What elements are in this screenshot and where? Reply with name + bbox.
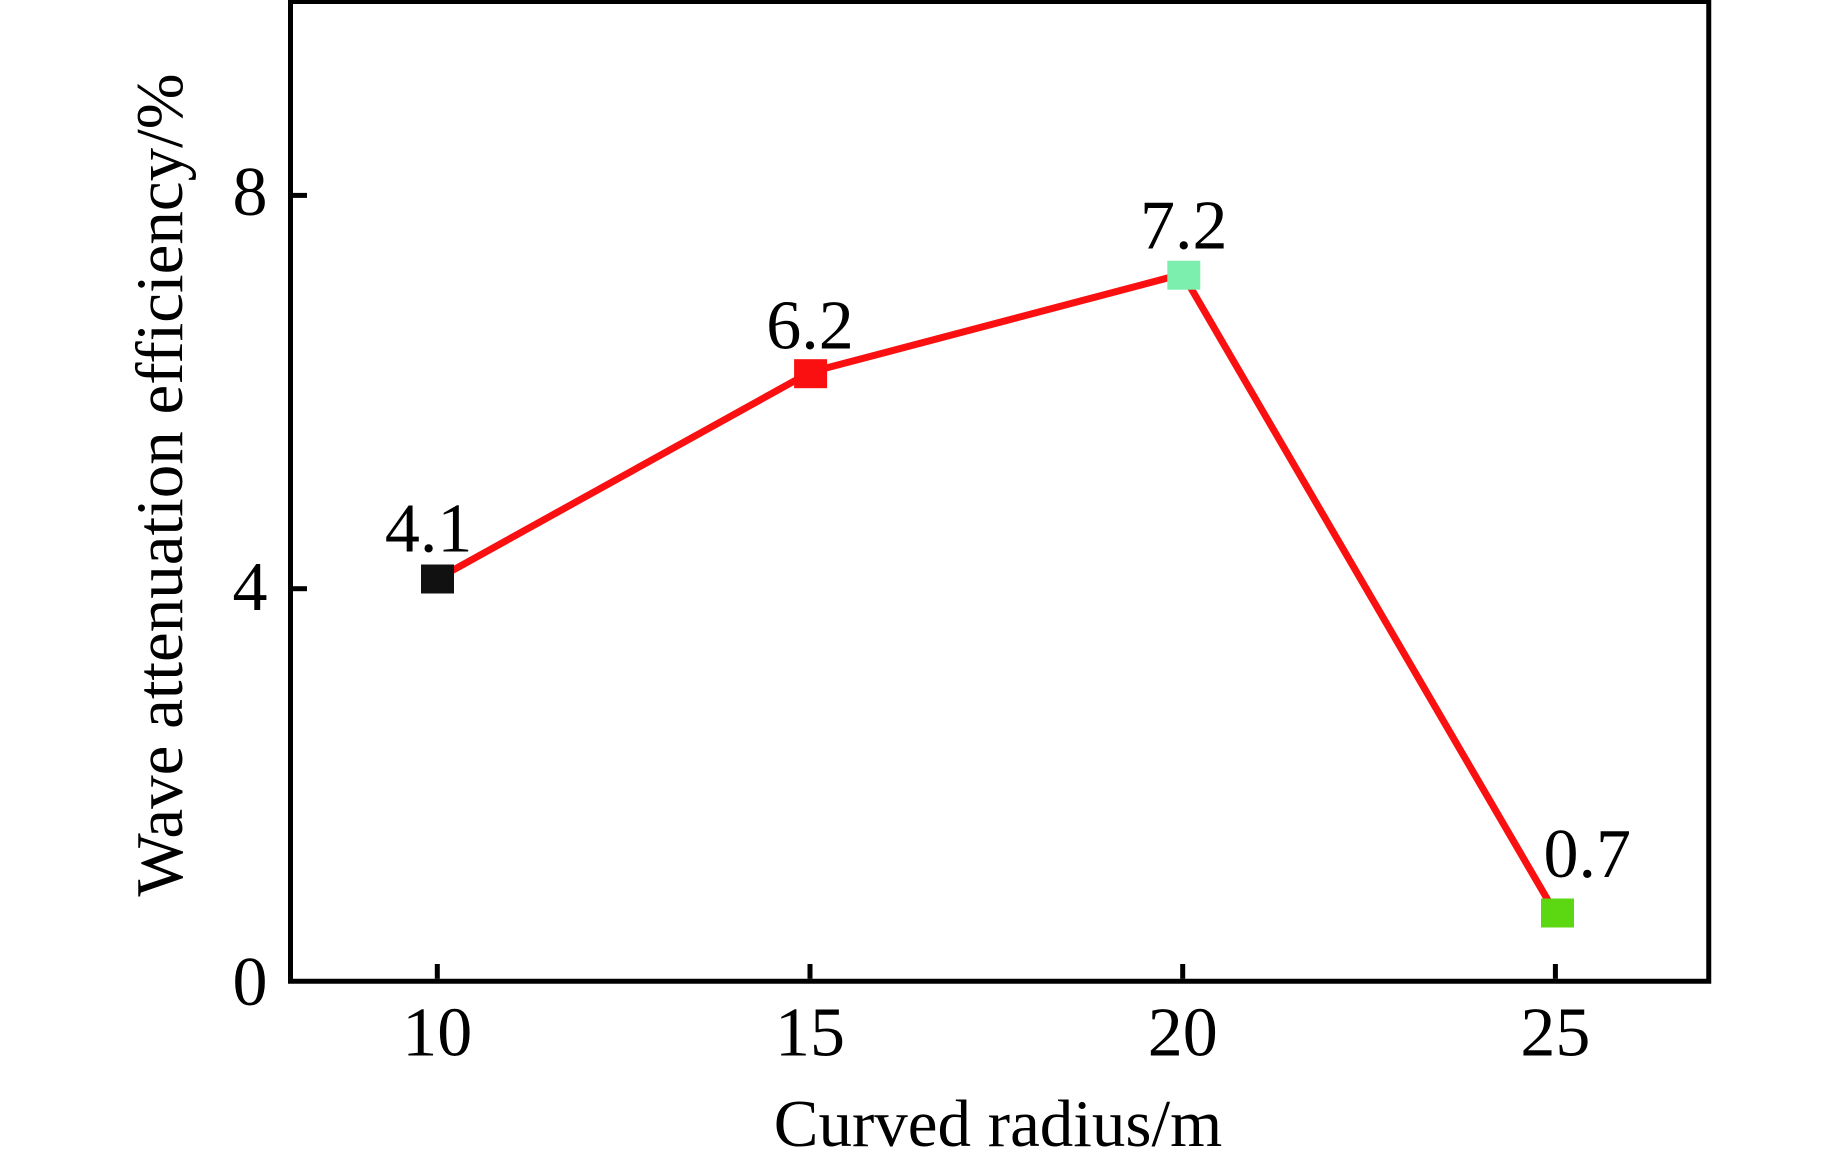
svg-text:Curved radius/m: Curved radius/m [774, 1087, 1222, 1161]
svg-text:0: 0 [233, 944, 268, 1021]
svg-text:4: 4 [233, 549, 268, 626]
svg-text:15: 15 [775, 995, 845, 1072]
svg-text:10: 10 [402, 995, 472, 1072]
svg-text:Wave attenuation efficiency/%: Wave attenuation efficiency/% [123, 73, 197, 896]
svg-text:4.1: 4.1 [385, 491, 473, 568]
svg-text:6.2: 6.2 [766, 288, 854, 365]
svg-text:8: 8 [233, 154, 268, 231]
svg-text:25: 25 [1520, 995, 1590, 1072]
svg-text:0.7: 0.7 [1544, 816, 1632, 893]
svg-text:20: 20 [1148, 995, 1218, 1072]
svg-text:7.2: 7.2 [1140, 188, 1228, 265]
